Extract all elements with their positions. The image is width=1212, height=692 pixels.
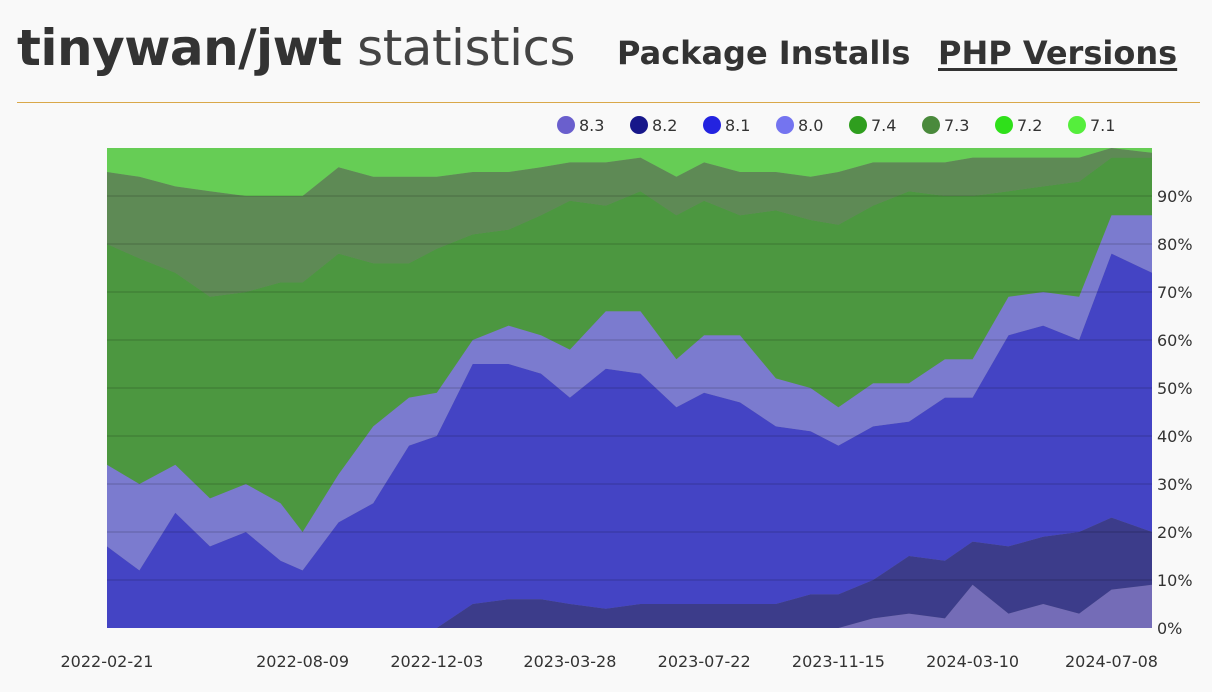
y-tick-label: 70% <box>1157 283 1193 302</box>
legend-swatch <box>557 116 575 134</box>
y-tick-label: 30% <box>1157 475 1193 494</box>
area-series-8-3[interactable] <box>107 584 1152 628</box>
area-series-7-3[interactable] <box>107 148 1152 297</box>
legend-item-7-3[interactable]: 7.3 <box>922 116 969 135</box>
legend-item-8-3[interactable]: 8.3 <box>557 116 604 135</box>
legend-item-8-1[interactable]: 8.1 <box>703 116 750 135</box>
legend-label: 8.2 <box>652 116 677 135</box>
title-suffix: statistics <box>357 19 576 77</box>
x-tick-label: 2023-03-28 <box>523 652 616 671</box>
y-tick-label: 20% <box>1157 523 1193 542</box>
legend-swatch <box>703 116 721 134</box>
nav-package-installs[interactable]: Package Installs <box>617 34 911 72</box>
x-tick-label: 2022-12-03 <box>390 652 483 671</box>
x-tick-label: 2022-08-09 <box>256 652 349 671</box>
area-series-8-0[interactable] <box>107 215 1152 571</box>
legend-swatch <box>995 116 1013 134</box>
x-tick-label: 2024-03-10 <box>926 652 1019 671</box>
legend-item-8-0[interactable]: 8.0 <box>776 116 823 135</box>
area-series-7-1[interactable] <box>107 148 1152 196</box>
legend-swatch <box>630 116 648 134</box>
x-tick-label: 2023-07-22 <box>658 652 751 671</box>
area-series-8-1[interactable] <box>107 253 1152 628</box>
legend-label: 7.2 <box>1017 116 1042 135</box>
legend-label: 7.3 <box>944 116 969 135</box>
x-tick-label: 2024-07-08 <box>1065 652 1158 671</box>
legend-label: 8.3 <box>579 116 604 135</box>
page-header: tinywan/jwt statistics Package Installs … <box>0 0 1212 104</box>
legend-item-7-2[interactable]: 7.2 <box>995 116 1042 135</box>
x-tick-label: 2023-11-15 <box>792 652 885 671</box>
legend-label: 7.1 <box>1090 116 1115 135</box>
page-title: tinywan/jwt statistics <box>17 18 576 78</box>
y-tick-label: 80% <box>1157 235 1193 254</box>
legend-swatch <box>849 116 867 134</box>
y-tick-label: 90% <box>1157 187 1193 206</box>
legend-swatch <box>922 116 940 134</box>
y-tick-label: 40% <box>1157 427 1193 446</box>
y-tick-label: 50% <box>1157 379 1193 398</box>
y-tick-label: 0% <box>1157 619 1182 638</box>
y-tick-label: 10% <box>1157 571 1193 590</box>
header-divider <box>17 102 1200 103</box>
php-versions-chart: 0% 10% 20% 30% 40% 50% 60% 70% 80% 90% 2022-02-21… <box>61 116 1193 671</box>
x-tick-label: 2022-02-21 <box>61 652 154 671</box>
y-tick-label: 60% <box>1157 331 1193 350</box>
legend-swatch <box>1068 116 1086 134</box>
legend-label: 8.0 <box>798 116 823 135</box>
legend-item-7-1[interactable]: 7.1 <box>1068 116 1115 135</box>
legend-label: 7.4 <box>871 116 896 135</box>
legend-item-8-2[interactable]: 8.2 <box>630 116 677 135</box>
area-series-7-4[interactable] <box>107 157 1152 532</box>
nav-php-versions[interactable]: PHP Versions <box>938 34 1178 72</box>
legend-swatch <box>776 116 794 134</box>
legend-item-7-4[interactable]: 7.4 <box>849 116 896 135</box>
area-series-8-2[interactable] <box>107 517 1152 628</box>
package-name: tinywan/jwt <box>17 19 342 77</box>
legend-label: 8.1 <box>725 116 750 135</box>
